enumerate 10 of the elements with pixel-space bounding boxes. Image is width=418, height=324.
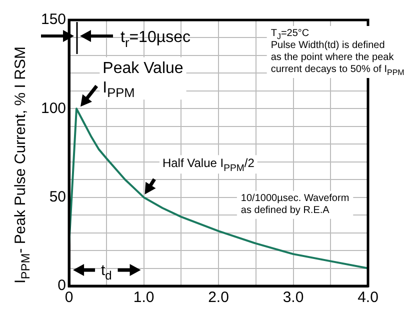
annotation: 10/1000µsec. Waveform as defined by R.E.A — [240, 192, 350, 216]
y-tick-label: 150 — [40, 11, 66, 28]
y-tick-label: 50 — [49, 188, 66, 206]
y-tick-label: 0 — [58, 277, 66, 294]
x-tick-label: 3.0 — [282, 289, 304, 306]
x-tick-label: 1.0 — [133, 289, 154, 306]
x-tick-label: 4.0 — [358, 289, 378, 306]
y-tick-label: 100 — [40, 100, 66, 117]
x-tick-label: 2.0 — [208, 289, 229, 306]
y-axis-title: IPPM- Peak Pulse Current, % I RSM — [12, 46, 32, 284]
